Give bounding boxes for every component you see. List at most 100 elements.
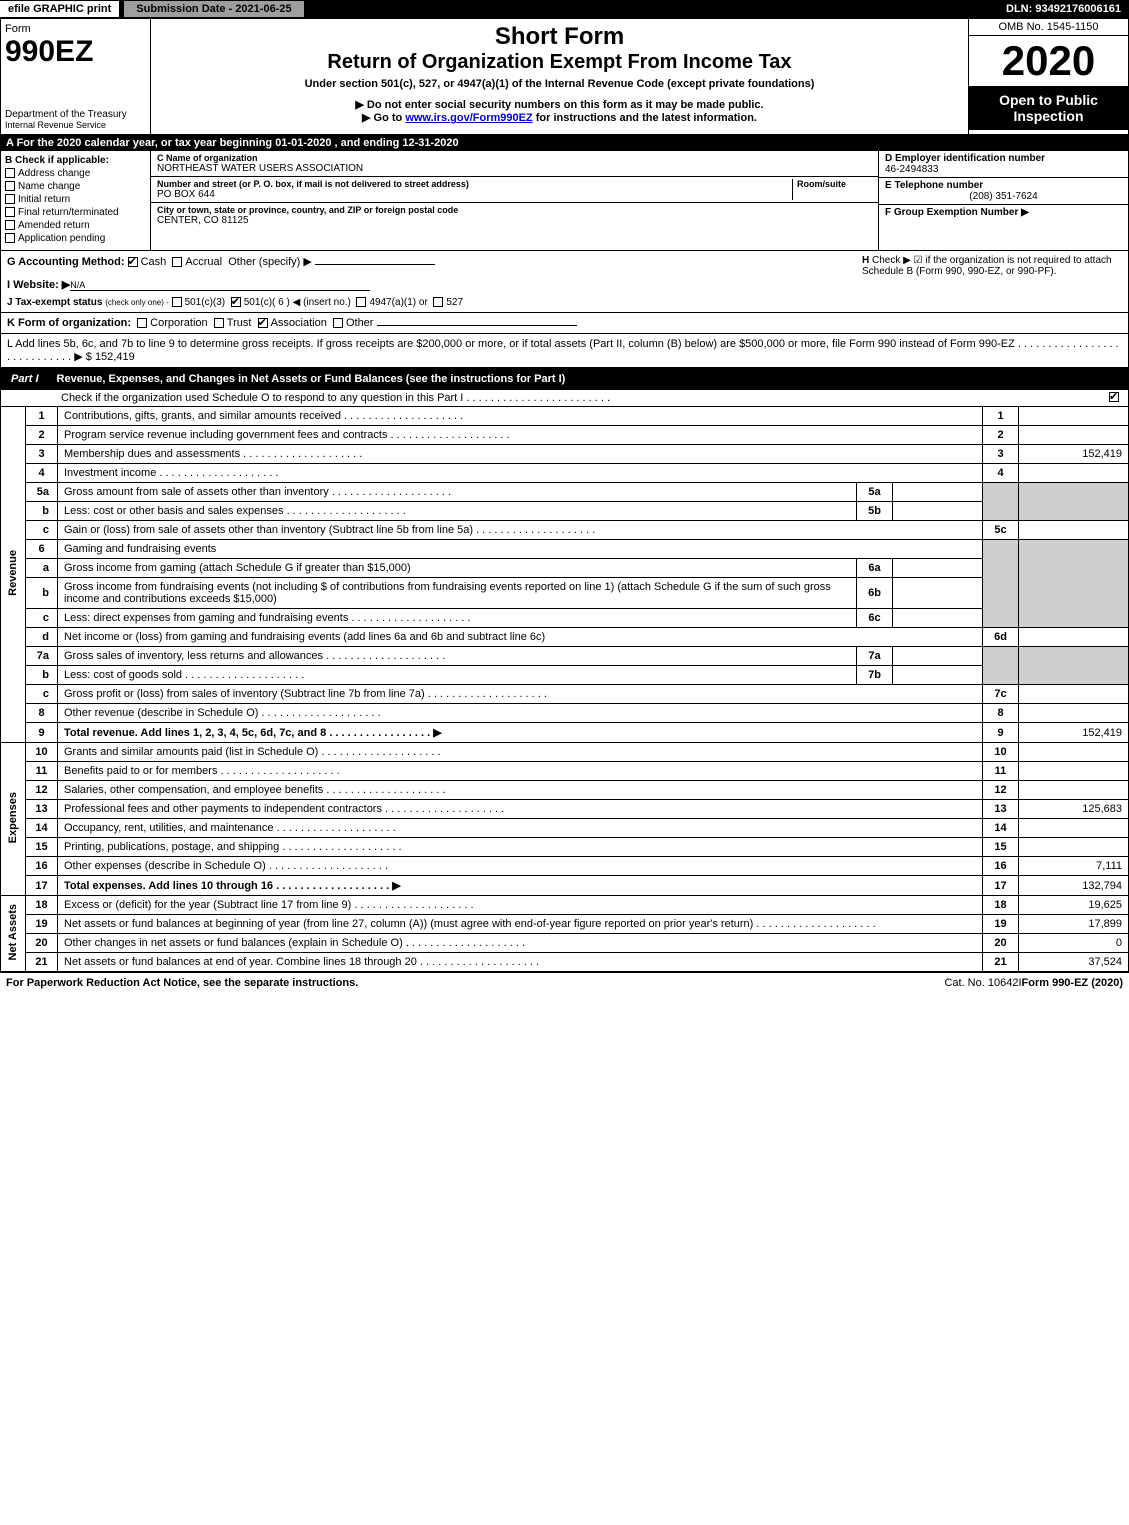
row-7a-subval: [893, 647, 983, 666]
dept-treasury: Department of the Treasury: [5, 109, 146, 120]
check-4947[interactable]: [356, 297, 366, 307]
row-5c-desc: Gain or (loss) from sale of assets other…: [64, 524, 595, 536]
check-address[interactable]: [5, 168, 15, 178]
501c-label: 501(c)( 6 ) ◀ (insert no.): [244, 297, 351, 308]
row-10-idx: 10: [983, 743, 1019, 762]
city-value: CENTER, CO 81125: [157, 215, 872, 226]
527-label: 527: [446, 297, 463, 308]
row-20-num: 20: [26, 934, 58, 953]
check-pending[interactable]: [5, 233, 15, 243]
check-501c[interactable]: [231, 297, 241, 307]
ein-label: D Employer identification number: [885, 153, 1122, 164]
row-1-num: 1: [26, 407, 58, 426]
row-6a-box: 6a: [857, 559, 893, 578]
row-6b-desc: Gross income from fundraising events (no…: [64, 581, 831, 605]
row-4-num: 4: [26, 464, 58, 483]
check-amended[interactable]: [5, 220, 15, 230]
row-6a-subval: [893, 559, 983, 578]
check-schedule-o[interactable]: [1109, 392, 1119, 402]
row-13-val: 125,683: [1019, 800, 1129, 819]
row-18-val: 19,625: [1019, 896, 1129, 915]
row-1-desc: Contributions, gifts, grants, and simila…: [64, 410, 463, 422]
check-initial[interactable]: [5, 194, 15, 204]
row-7a-box: 7a: [857, 647, 893, 666]
row-7b-subval: [893, 666, 983, 685]
check-other-org[interactable]: [333, 318, 343, 328]
goto-link[interactable]: www.irs.gov/Form990EZ: [405, 112, 532, 124]
row-5c-num: c: [26, 521, 58, 540]
row-5ab-grey: [983, 483, 1019, 521]
row-18-idx: 18: [983, 896, 1019, 915]
expenses-sidelabel: Expenses: [1, 743, 26, 896]
row-14-val: [1019, 819, 1129, 838]
row-6abc-grey: [983, 540, 1019, 628]
row-6-desc: Gaming and fundraising events: [64, 543, 216, 555]
row-18-desc: Excess or (deficit) for the year (Subtra…: [64, 899, 474, 911]
row-17-idx: 17: [983, 876, 1019, 896]
row-6c-box: 6c: [857, 609, 893, 628]
row-20-idx: 20: [983, 934, 1019, 953]
part1-no: Part I: [1, 369, 49, 389]
header-center: Short Form Return of Organization Exempt…: [151, 19, 968, 134]
row-14-desc: Occupancy, rent, utilities, and maintena…: [64, 822, 396, 834]
check-trust[interactable]: [214, 318, 224, 328]
check-pending-label: Application pending: [18, 233, 105, 244]
check-assoc[interactable]: [258, 318, 268, 328]
row-8-val: [1019, 704, 1129, 723]
row-12-idx: 12: [983, 781, 1019, 800]
goto-suffix: for instructions and the latest informat…: [533, 112, 757, 124]
j-help: (check only one) -: [105, 298, 169, 307]
ssn-warning: ▶ Do not enter social security numbers o…: [159, 98, 960, 111]
row-10-val: [1019, 743, 1129, 762]
4947-label: 4947(a)(1) or: [369, 297, 427, 308]
part1-title: Revenue, Expenses, and Changes in Net As…: [49, 369, 1128, 389]
row-4-val: [1019, 464, 1129, 483]
check-501c3[interactable]: [172, 297, 182, 307]
check-accrual[interactable]: [172, 257, 182, 267]
row-14-num: 14: [26, 819, 58, 838]
row-6abc-greyval: [1019, 540, 1129, 628]
check-527[interactable]: [433, 297, 443, 307]
check-name[interactable]: [5, 181, 15, 191]
row-17-num: 17: [26, 876, 58, 896]
row-2-val: [1019, 426, 1129, 445]
row-20-desc: Other changes in net assets or fund bala…: [64, 937, 525, 949]
row-2-idx: 2: [983, 426, 1019, 445]
501c3-label: 501(c)(3): [185, 297, 226, 308]
check-cash[interactable]: [128, 257, 138, 267]
row-5b-desc: Less: cost or other basis and sales expe…: [64, 505, 406, 517]
i-label: I Website: ▶: [7, 279, 70, 291]
row-6b-box: 6b: [857, 578, 893, 609]
row-13-desc: Professional fees and other payments to …: [64, 803, 504, 815]
row-5b-subval: [893, 502, 983, 521]
line-k: K Form of organization: Corporation Trus…: [0, 313, 1129, 334]
line-l-text: L Add lines 5b, 6c, and 7b to line 9 to …: [7, 338, 1119, 363]
tel-value: (208) 351-7624: [885, 191, 1122, 202]
part1-sub: Check if the organization used Schedule …: [0, 390, 1129, 406]
row-15-idx: 15: [983, 838, 1019, 857]
row-17-desc: Total expenses. Add lines 10 through 16 …: [64, 880, 401, 892]
row-21-val: 37,524: [1019, 953, 1129, 972]
check-final[interactable]: [5, 207, 15, 217]
row-11-idx: 11: [983, 762, 1019, 781]
check-name-label: Name change: [18, 181, 80, 192]
row-8-desc: Other revenue (describe in Schedule O): [64, 707, 381, 719]
page-footer: For Paperwork Reduction Act Notice, see …: [0, 972, 1129, 993]
row-16-val: 7,111: [1019, 857, 1129, 876]
header-right: OMB No. 1545-1150 2020 Open to Public In…: [968, 19, 1128, 134]
dln: DLN: 93492176006161: [998, 1, 1129, 17]
row-1-val: [1019, 407, 1129, 426]
cash-label: Cash: [141, 256, 167, 268]
g-label: G Accounting Method:: [7, 256, 125, 268]
check-corp[interactable]: [137, 318, 147, 328]
row-9-num: 9: [26, 723, 58, 743]
box-def: D Employer identification number 46-2494…: [878, 151, 1128, 250]
submission-date: Submission Date - 2021-06-25: [123, 0, 304, 18]
row-6-num: 6: [26, 540, 58, 559]
row-6c-desc: Less: direct expenses from gaming and fu…: [64, 612, 471, 624]
row-4-idx: 4: [983, 464, 1019, 483]
row-9-val: 152,419: [1019, 723, 1129, 743]
row-10-desc: Grants and similar amounts paid (list in…: [64, 746, 441, 758]
row-15-desc: Printing, publications, postage, and shi…: [64, 841, 402, 853]
row-18-num: 18: [26, 896, 58, 915]
